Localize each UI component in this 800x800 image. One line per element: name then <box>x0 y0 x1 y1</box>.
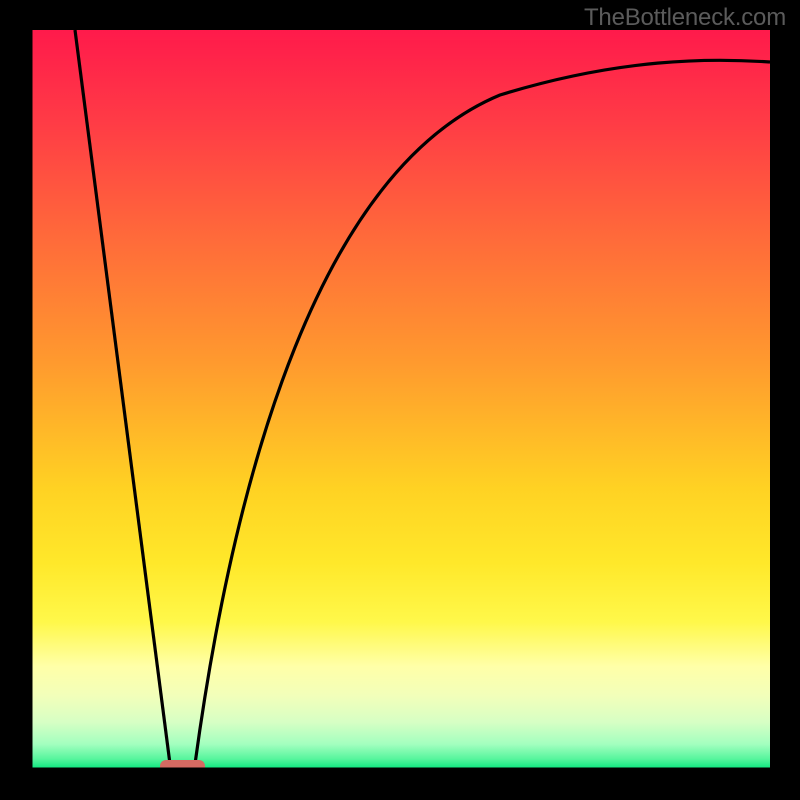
bottleneck-chart <box>0 0 800 800</box>
frame-border <box>0 770 800 800</box>
chart-container: TheBottleneck.com <box>0 0 800 800</box>
frame-border <box>0 30 30 770</box>
watermark-text: TheBottleneck.com <box>584 4 786 32</box>
gradient-background <box>30 30 770 770</box>
frame-border <box>770 30 800 770</box>
